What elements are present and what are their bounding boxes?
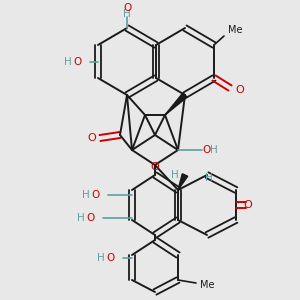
Polygon shape — [165, 93, 187, 115]
Text: O: O — [151, 162, 159, 172]
Text: O: O — [202, 145, 210, 155]
Text: H: H — [64, 57, 72, 67]
Text: Me: Me — [228, 25, 242, 35]
Text: H: H — [97, 253, 105, 263]
Text: O: O — [244, 200, 252, 210]
Text: O: O — [123, 3, 131, 13]
Text: H: H — [210, 145, 218, 155]
Text: O: O — [92, 190, 100, 200]
Text: H: H — [205, 173, 213, 183]
Text: H: H — [82, 190, 90, 200]
Text: O: O — [87, 213, 95, 223]
Text: O: O — [88, 133, 96, 143]
Text: O: O — [236, 85, 244, 95]
Text: H: H — [123, 9, 131, 19]
Text: H: H — [171, 170, 179, 180]
Text: O: O — [74, 57, 82, 67]
Polygon shape — [178, 174, 188, 190]
Text: H: H — [77, 213, 85, 223]
Text: O: O — [107, 253, 115, 263]
Text: Me: Me — [200, 280, 214, 290]
